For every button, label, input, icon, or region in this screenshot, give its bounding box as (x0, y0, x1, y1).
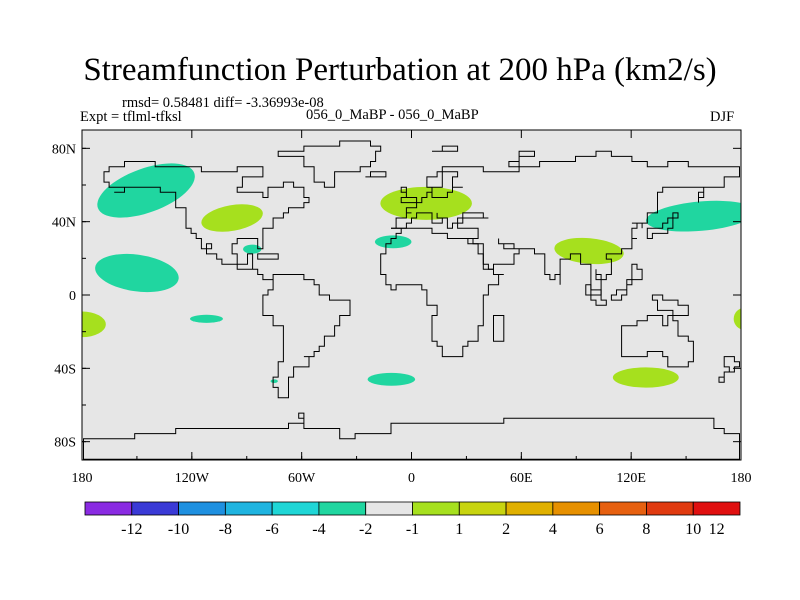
colorbar-swatch (224, 501, 273, 516)
anomaly-pos-australia (612, 367, 679, 388)
colorbar-label: 4 (549, 521, 557, 538)
coastline-svalbard (432, 145, 459, 152)
anomaly-neg-gulf-of-mexico (243, 244, 262, 254)
coastline-philippines (631, 263, 643, 281)
axis-ticks: 80N 40N 0 40S 80S 180 120W 60W 0 60E 120E 180 (52, 130, 752, 486)
coastline-iceland (365, 171, 387, 178)
colorbar-label: -2 (359, 521, 372, 538)
y-tick-label: 80S (54, 436, 76, 451)
colorbar-swatch (692, 501, 741, 516)
colorbar-swatch (178, 501, 226, 516)
anomaly-neg-small-south-pacific (270, 379, 278, 383)
anomaly-neg-north-africa (374, 235, 412, 249)
anomaly-pos-europe (380, 186, 472, 220)
coastline-uk (400, 186, 418, 204)
colorbar-swatch (552, 501, 601, 516)
colorbar-swatch (458, 501, 507, 516)
colorbar-label: -10 (168, 521, 189, 538)
coastline-new-zealand (718, 356, 740, 383)
colorbar-label: -8 (219, 521, 232, 538)
coastline-australia (621, 315, 694, 368)
y-tick-label: 40S (54, 362, 76, 377)
x-tick-label: 120E (616, 471, 646, 486)
coastline-novaya-zemlya (508, 150, 535, 168)
season-label: DJF (710, 109, 735, 125)
stats-line: rmsd= 0.58481 diff= -3.36993e-08 (122, 95, 324, 111)
coastline-madagascar (493, 315, 505, 342)
x-tick-label: 180 (72, 471, 93, 486)
coastline-borneo (610, 279, 633, 301)
coastline-sumatra (585, 284, 607, 306)
x-tick-label: 180 (731, 471, 752, 486)
coastline-new-guinea (651, 294, 689, 316)
anomaly-pos-east-pacific (82, 311, 106, 338)
coastline-africa (380, 227, 504, 358)
y-tick-label: 80N (52, 142, 76, 157)
colorbar-swatch (318, 501, 367, 516)
colorbar-swatch (505, 501, 554, 516)
colorbar-swatch (365, 501, 413, 516)
coastline-cuba (257, 253, 279, 260)
colorbar-label: 10 (685, 521, 701, 538)
colorbar-swatch (131, 501, 179, 516)
coastline-eurasia (391, 150, 740, 296)
y-tick-label: 40N (52, 216, 76, 231)
colorbar-swatch (599, 501, 647, 516)
colorbar-label: 1 (455, 521, 463, 538)
y-tick-label: 0 (69, 289, 76, 304)
coastline-south-america (262, 274, 351, 399)
chart-title: Streamfunction Perturbation at 200 hPa (… (83, 52, 717, 88)
anomaly-pos-east-pacific-wrap (733, 308, 741, 330)
colorbar-label: -1 (406, 521, 419, 538)
coastline-layer (83, 140, 740, 460)
colorbar-label: 2 (502, 521, 510, 538)
x-tick-label: 0 (408, 471, 415, 486)
coastline-greenland (277, 140, 382, 188)
colorbar-label: 12 (709, 521, 725, 538)
x-tick-label: 120W (175, 471, 210, 486)
x-tick-label: 60E (510, 471, 533, 486)
colorbar: -12 -10 -8 -6 -4 -2 -1 1 2 4 6 8 10 12 (84, 501, 741, 538)
colorbar-swatch (84, 501, 133, 516)
colorbar-swatch (271, 501, 320, 516)
coastline-antarctica (83, 412, 740, 460)
colorbar-label: -6 (265, 521, 278, 538)
anomaly-neg-subtropical-east-pacific (95, 253, 179, 293)
experiment-label: Expt = tflml-tfksl (80, 109, 182, 125)
x-tick-label: 60W (288, 471, 316, 486)
anomaly-neg-south-atlantic (367, 372, 416, 386)
coastline-japan (646, 212, 679, 239)
colorbar-label: -12 (121, 521, 142, 538)
case-label: 056_0_MaBP - 056_0_MaBP (306, 107, 479, 123)
anomaly-pos-north-america (201, 204, 263, 232)
colorbar-label: 6 (596, 521, 604, 538)
coastline-north-america (103, 161, 310, 281)
colorbar-swatch (412, 501, 460, 516)
colorbar-swatch (646, 501, 694, 516)
colorbar-label: 8 (642, 521, 650, 538)
anomaly-neg-tropical-pacific (190, 314, 223, 323)
colorbar-label: -4 (312, 521, 325, 538)
anomaly-neg-north-pacific (97, 163, 195, 218)
